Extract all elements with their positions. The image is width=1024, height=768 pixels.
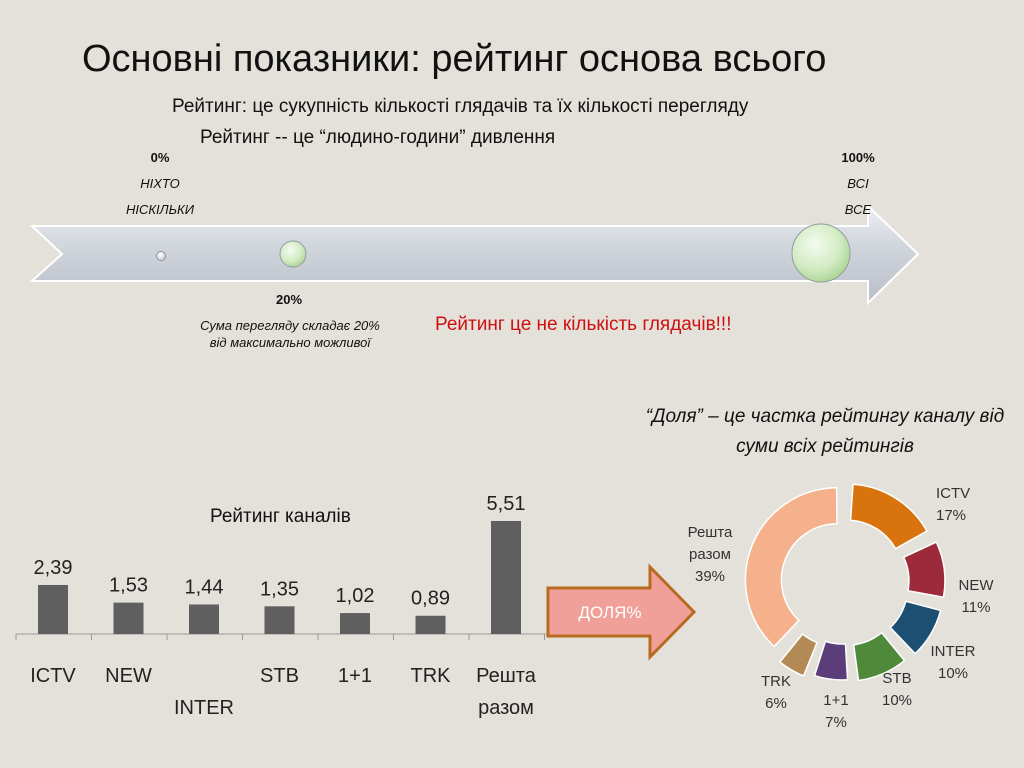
scale-end-percent: 100% [841,150,875,165]
donut-slice-ICTV [849,483,929,550]
donut-label: разом [689,546,731,563]
bar-value-label: 1,02 [336,585,375,607]
donut-label: 11% [962,599,991,616]
donut-slice-NEW [902,541,946,599]
bar-category-label: Решта [476,665,537,687]
bar-category-label: 1+1 [338,665,372,687]
bar-category-label: разом [478,697,534,719]
scale-point-0 [156,251,166,261]
scale-mid-line1: Сума перегляду складає 20% [200,318,380,333]
donut-slice-STB [852,631,906,682]
rating-definition-2: Рейтинг -- це “людино-години” дивлення [200,127,556,148]
donut-slice-Решта разом [744,487,838,648]
donut-label: 10% [938,665,968,682]
bar-value-label: 1,44 [185,576,224,598]
bar-value-label: 2,39 [34,557,73,579]
share-arrow-label: ДОЛЯ% [578,603,641,622]
bar-TRK [415,615,446,634]
donut-label: NEW [959,577,995,594]
scale-end-line2: ВСЕ [844,202,872,217]
bar-category-label: NEW [105,665,152,687]
bar-value-label: 1,35 [260,578,299,600]
bar-1+1 [340,613,370,634]
share-definition: “Доля” – це частка рейтингу каналу від с… [645,406,1005,457]
scale-point-100 [791,223,851,283]
bar-value-label: 0,89 [411,588,450,610]
scale-mid-line2: від максимально можливої [209,335,371,350]
scale-arrow [29,203,920,306]
bar-INTER [189,604,219,634]
page-title: Основні показники: рейтинг основа всього [82,38,827,80]
bar-STB [264,606,295,634]
scale-start-line1: НІХТО [140,176,180,191]
bar-category-label: ICTV [30,665,76,687]
bar-value-label: 5,51 [487,493,526,515]
donut-label: 39% [695,568,725,585]
scale-start-line2: НІСКІЛЬКИ [126,202,194,217]
donut-label: 10% [882,692,912,709]
donut-label: ICTV [936,485,970,502]
bar-chart-title: Рейтинг каналів [210,506,351,527]
bar-category-label: TRK [411,665,452,687]
bar-category-label: INTER [174,697,234,719]
bar-category-label: STB [260,665,299,687]
donut-label: 7% [825,714,847,731]
donut-label: 1+1 [823,692,848,709]
doughnut-chart: ICTV 17% NEW 11% INTER 10% STB 10% 1+1 7% TRK 6% Реш… [688,483,995,731]
donut-label: Решта [688,524,733,541]
donut-label: 6% [765,695,787,712]
bar-chart: 2,39 ICTV 1,53 NEW 1,44 INTER 1,35 STB 1,02 1+1 0,… [15,493,546,719]
rating-definition-1: Рейтинг: це сукупність кількості глядачі… [172,96,749,117]
scale-end-line1: ВСІ [847,176,869,191]
rating-warning: Рейтинг це не кількість глядачів!!! [435,314,732,335]
donut-label: STB [882,670,911,687]
share-arrow [546,563,697,661]
donut-slice-INTER [889,600,942,655]
donut-slice-1+1 [813,640,849,681]
bar-ICTV [38,584,68,634]
scale-start-percent: 0% [150,150,170,165]
donut-slice-TRK [778,633,818,677]
scale-point-20 [279,240,307,268]
bar-value-label: 1,53 [109,575,148,597]
donut-label: TRK [761,673,791,690]
donut-label: 17% [936,507,966,524]
bar-Решта разом [491,521,521,634]
bar-NEW [113,602,144,634]
donut-label: INTER [931,643,976,660]
scale-mid-percent: 20% [275,292,303,307]
